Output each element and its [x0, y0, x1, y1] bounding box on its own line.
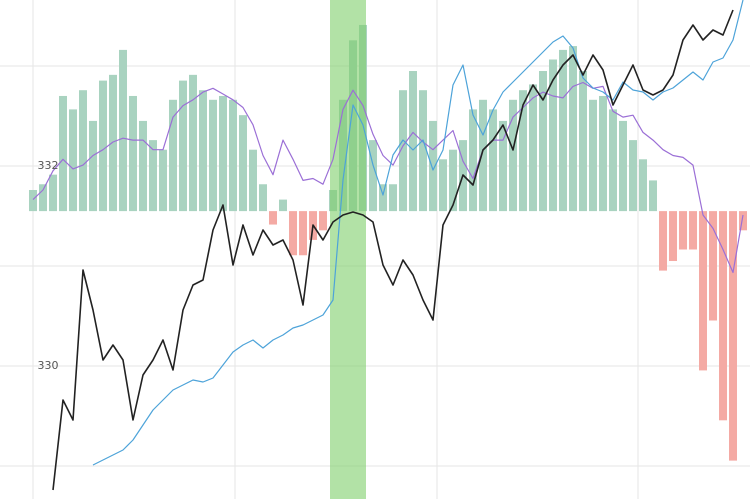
- histogram-bar: [389, 184, 397, 212]
- y-tick-label: 330: [38, 359, 59, 372]
- histogram-bar: [119, 49, 127, 212]
- line: [32, 81, 744, 274]
- histogram-bar: [189, 74, 197, 212]
- histogram-bar: [549, 59, 557, 212]
- histogram-bar: [249, 149, 257, 212]
- histogram-bar: [239, 115, 247, 212]
- histogram-bar: [499, 120, 507, 212]
- histogram-bar: [219, 95, 227, 212]
- histogram-bar: [169, 99, 177, 212]
- histogram-bar: [139, 120, 147, 212]
- highlight-band: [330, 0, 366, 499]
- histogram-bar: [49, 174, 57, 212]
- histogram-bar: [439, 159, 447, 212]
- histogram-bar: [269, 211, 277, 225]
- histogram-bar: [29, 190, 37, 212]
- histogram-bar: [609, 109, 617, 212]
- histogram-bar: [669, 211, 677, 262]
- histogram-bar: [569, 46, 577, 212]
- histogram-bar: [259, 184, 267, 212]
- histogram-bar: [739, 211, 747, 231]
- histogram-bar: [629, 140, 637, 212]
- labels: 330 332: [38, 159, 59, 372]
- histogram-bar: [279, 199, 287, 212]
- histogram-bar: [509, 99, 517, 212]
- histogram-bar: [89, 120, 97, 212]
- histogram-bar: [99, 80, 107, 212]
- histogram-bar: [709, 211, 717, 321]
- histogram-bar: [449, 149, 457, 212]
- histogram-bar: [129, 95, 137, 212]
- histogram-bar: [299, 211, 307, 256]
- histogram-bar: [719, 211, 727, 421]
- histogram-bar: [689, 211, 697, 250]
- histogram-bar: [289, 211, 297, 256]
- histogram-bar: [639, 159, 647, 212]
- histogram-bar: [699, 211, 707, 371]
- histogram-bar: [209, 99, 217, 212]
- histogram-bar: [199, 90, 207, 212]
- histogram-bar: [619, 120, 627, 212]
- histogram-bar: [429, 120, 437, 212]
- line: [52, 9, 734, 491]
- histogram-bar: [159, 149, 167, 212]
- histogram-bar: [589, 99, 597, 212]
- histogram-bar: [409, 71, 417, 212]
- histogram-bar: [649, 180, 657, 212]
- histogram-bar: [489, 109, 497, 212]
- histogram-bar: [379, 184, 387, 212]
- histogram-bar: [519, 90, 527, 212]
- histogram-bar: [69, 109, 77, 212]
- histogram-bar: [599, 95, 607, 212]
- histogram-bar: [369, 140, 377, 212]
- histogram-bar: [149, 140, 157, 212]
- histogram-bar: [659, 211, 667, 271]
- histogram-bar: [679, 211, 687, 250]
- histogram-bar: [579, 71, 587, 212]
- histogram-bar: [479, 99, 487, 212]
- histogram-bar: [39, 184, 47, 212]
- histogram-bar: [469, 109, 477, 212]
- histogram-bar: [529, 84, 537, 212]
- histogram-bar: [559, 49, 567, 212]
- histogram-bar: [179, 80, 187, 212]
- y-tick-label: 332: [38, 159, 59, 172]
- histogram-bar: [729, 211, 737, 461]
- histogram-bar: [109, 74, 117, 212]
- histogram-bar: [419, 90, 427, 212]
- histogram-bar: [399, 90, 407, 212]
- histogram-bar: [319, 211, 327, 231]
- histogram-bar: [79, 90, 87, 212]
- histogram-bar: [59, 95, 67, 212]
- histogram: [29, 24, 747, 461]
- line: [92, 0, 744, 466]
- histogram-bar: [539, 71, 547, 212]
- lines: [32, 0, 744, 491]
- histogram-bar: [229, 99, 237, 212]
